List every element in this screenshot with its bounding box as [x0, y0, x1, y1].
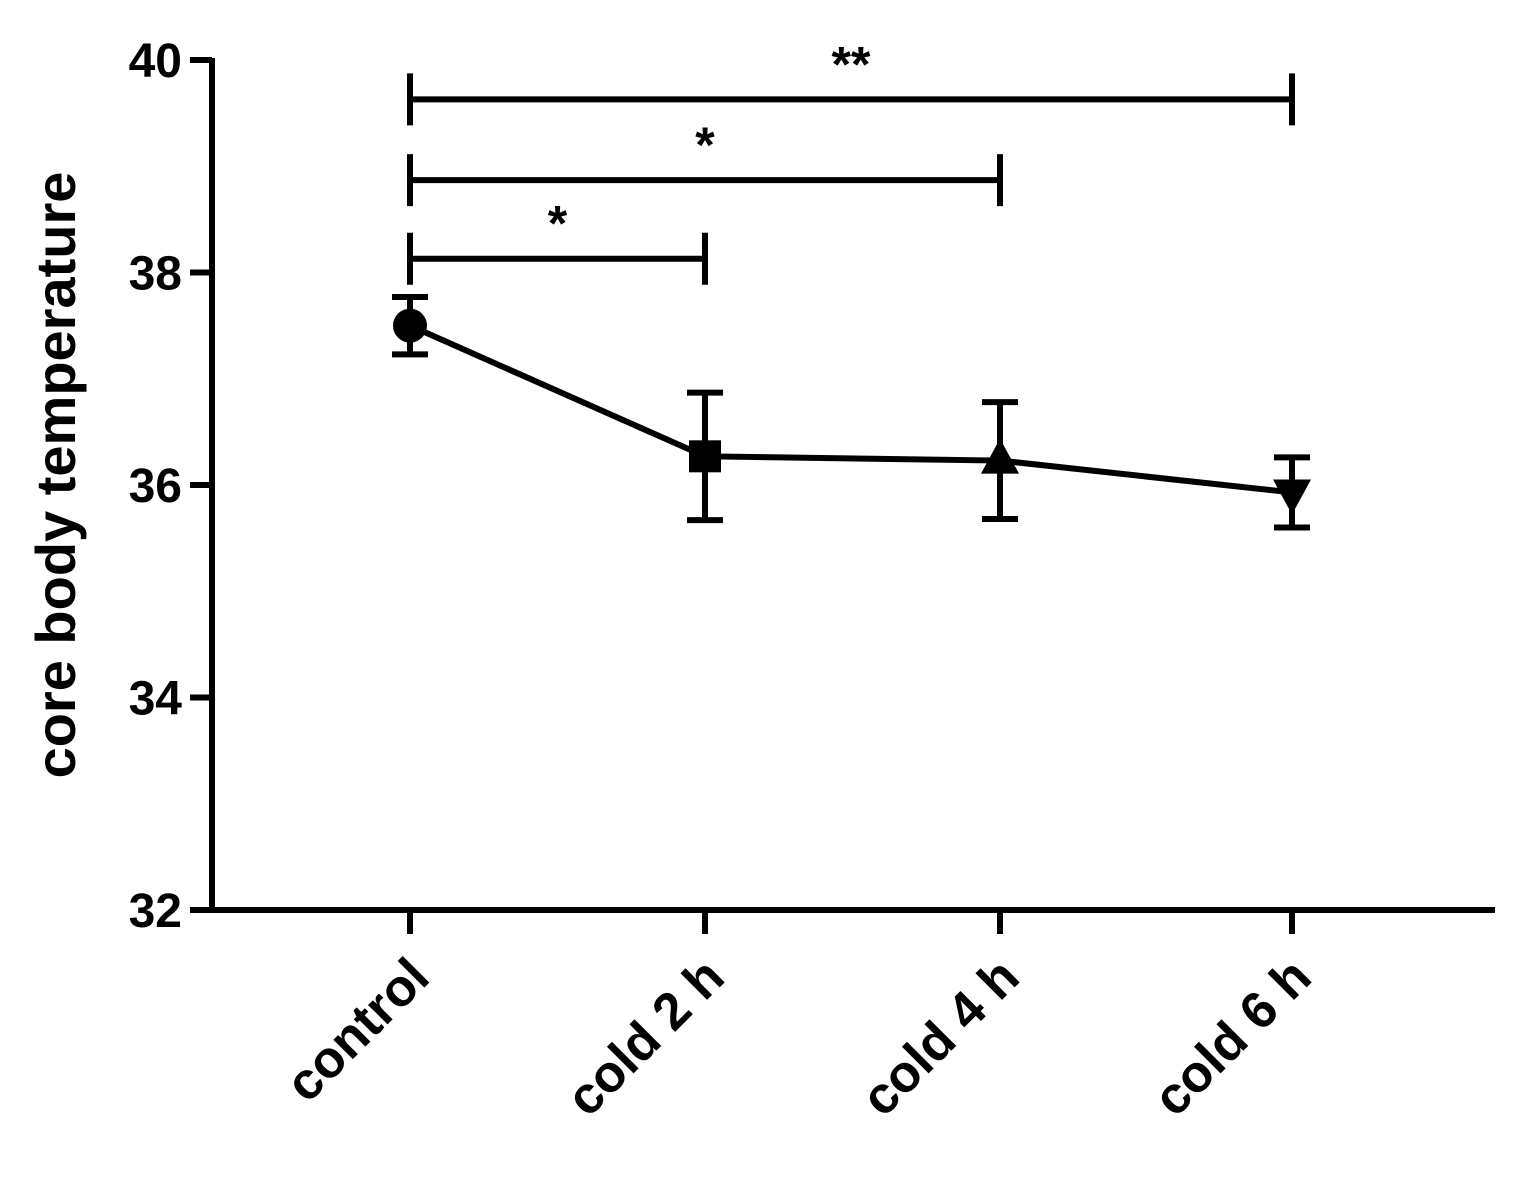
significance-label: * [695, 117, 715, 173]
series-line [408, 322, 1293, 496]
data-series [392, 293, 1311, 531]
x-axis: control cold 2 h cold 4 h cold 6 h [209, 907, 1495, 1127]
y-tick-label: 38 [129, 248, 182, 301]
y-axis-title: core body temperature [24, 172, 87, 779]
significance-label: ** [832, 36, 871, 92]
data-point-square [689, 440, 721, 473]
y-tick-label: 40 [129, 35, 182, 88]
y-tick-label: 32 [129, 885, 182, 938]
significance-bars: **** [407, 36, 1295, 285]
y-tick-label: 36 [129, 460, 182, 513]
x-tick-label: control [275, 947, 441, 1113]
x-tick-label: cold 4 h [851, 947, 1031, 1127]
significance-label: * [548, 196, 568, 252]
y-tick-label: 34 [129, 673, 183, 726]
y-axis: 32 34 36 38 40 [129, 35, 215, 938]
data-point-circle [393, 308, 427, 343]
data-point-triangle-up [981, 438, 1019, 474]
x-tick-label: cold 6 h [1143, 947, 1323, 1127]
data-point-triangle-down [1273, 479, 1311, 515]
x-tick-label: cold 2 h [556, 947, 736, 1127]
